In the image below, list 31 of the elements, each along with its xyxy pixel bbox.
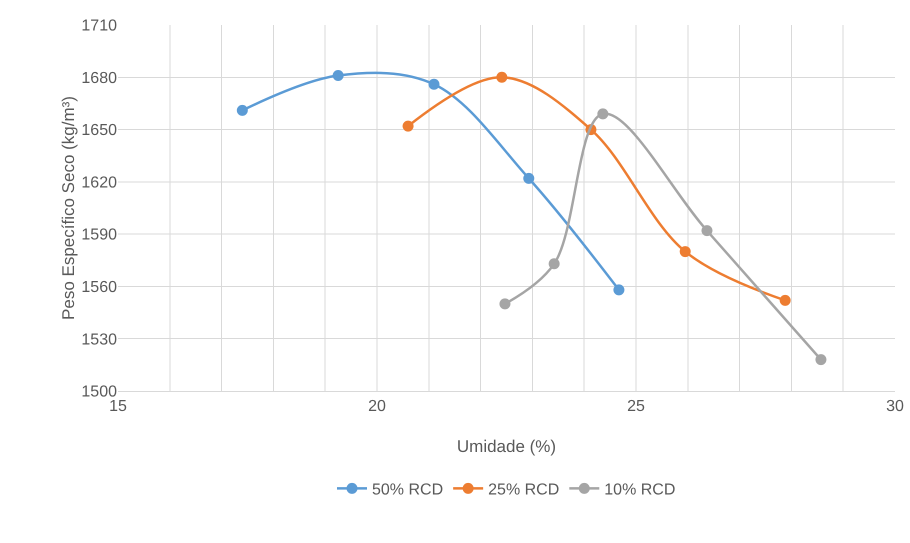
point [780, 294, 791, 306]
y-tick-label: 1500 [81, 384, 118, 401]
point [499, 298, 510, 310]
x-tick-label: 30 [886, 398, 904, 416]
y-tick-label: 1650 [81, 122, 118, 140]
x-axis-title: Umidade (%) [456, 437, 556, 456]
point [523, 172, 534, 184]
y-tick-label: 1560 [81, 279, 118, 296]
x-tick-label: 25 [627, 398, 645, 416]
y-tick-label: 1710 [81, 18, 118, 35]
point [548, 258, 560, 270]
legend-label: 25% RCD [488, 482, 560, 499]
y-axis-title: Peso Específico Seco (kg/m³) [59, 96, 78, 320]
point [815, 354, 826, 366]
point [701, 225, 712, 236]
y-tick-label: 1590 [81, 226, 118, 244]
point [332, 70, 344, 82]
legend-label: 10% RCD [604, 482, 676, 499]
point [428, 78, 440, 90]
y-tick-label: 1530 [81, 331, 118, 348]
x-tick-label: 15 [109, 398, 127, 416]
point [680, 246, 691, 258]
point [597, 108, 608, 120]
x-tick-label: 20 [368, 398, 386, 416]
point [613, 284, 624, 296]
point [236, 104, 248, 116]
legend-label: 50% RCD [372, 482, 444, 499]
point [496, 72, 508, 83]
y-tick-label: 1620 [81, 174, 118, 192]
y-tick-label: 1680 [81, 70, 118, 87]
point [402, 120, 414, 132]
